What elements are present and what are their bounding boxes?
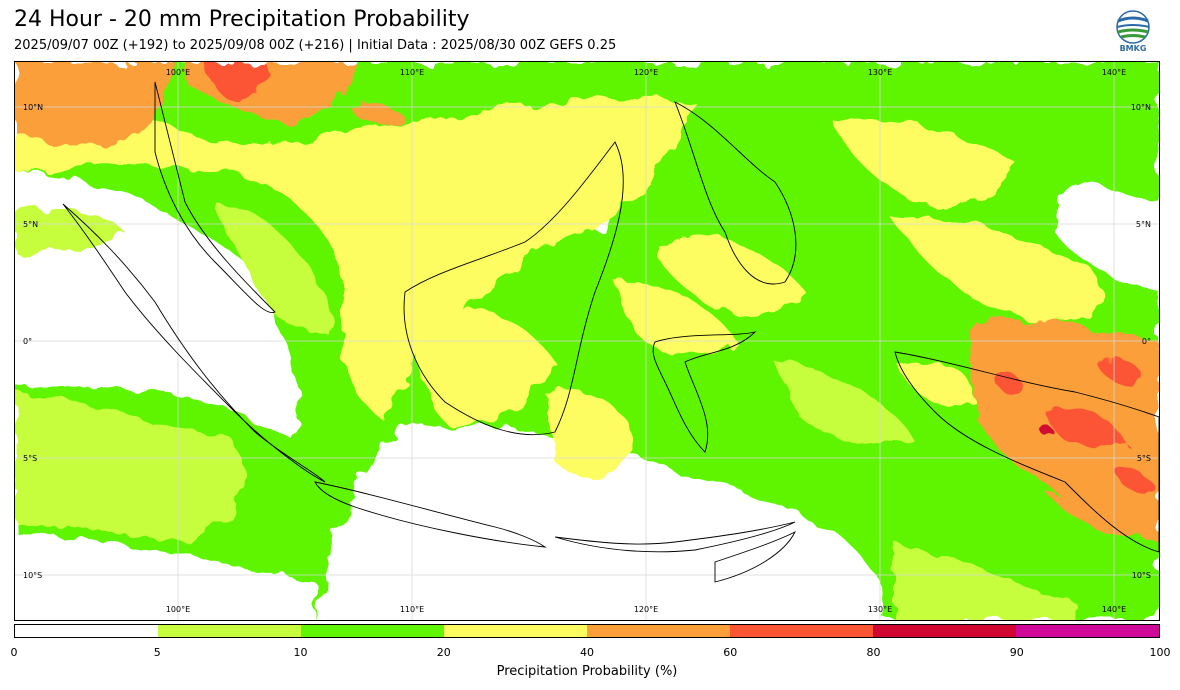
colorbar-title: Precipitation Probability (%) (496, 664, 678, 679)
bmkg-globe-icon (1116, 10, 1150, 44)
graticule (15, 62, 1159, 620)
colorbar-tick-label: 40 (580, 646, 594, 659)
colorbar-segment (730, 625, 873, 637)
lon-label-top: 140°E (1102, 68, 1126, 77)
nusa-tenggara-coast (554, 521, 796, 553)
colorbar-tick-label: 60 (723, 646, 738, 659)
lon-label-bottom: 140°E (1102, 605, 1126, 614)
timor-coast (714, 530, 797, 583)
colorbar-segment (15, 625, 158, 637)
colorbar (14, 624, 1160, 638)
lat-label-left: 5°S (23, 454, 37, 463)
logo-text: BMKG (1119, 44, 1147, 53)
lat-label-left: 5°N (23, 220, 38, 229)
colorbar-segment (873, 625, 1016, 637)
colorbar-segment (158, 625, 301, 637)
lat-label-right: 0° (1142, 337, 1151, 346)
lon-label-bottom: 110°E (400, 605, 424, 614)
sumatra-coast (62, 203, 326, 483)
lat-label-right: 5°N (1136, 220, 1151, 229)
lon-label-bottom: 120°E (634, 605, 658, 614)
lat-label-right: 5°S (1137, 454, 1151, 463)
lat-label-left: 10°N (23, 103, 43, 112)
colorbar-segment (587, 625, 730, 637)
colorbar-segment (444, 625, 587, 637)
precipitation-map: 100°E 110°E 120°E 130°E 140°E 100°E 110°… (14, 61, 1160, 621)
lat-label-right: 10°S (1132, 571, 1151, 580)
sulawesi-coast (652, 331, 757, 453)
lon-label-bottom: 100°E (166, 605, 190, 614)
bmkg-logo: BMKG (1114, 10, 1152, 56)
lon-label-top: 100°E (166, 68, 190, 77)
lon-label-top: 130°E (868, 68, 892, 77)
colorbar-tick-label: 100 (1149, 646, 1171, 659)
new-guinea-coast (894, 351, 1159, 553)
map-subtitle: 2025/09/07 00Z (+192) to 2025/09/08 00Z … (14, 38, 617, 53)
lon-label-top: 120°E (634, 68, 658, 77)
colorbar-tick-label: 5 (153, 646, 161, 659)
lon-label-bottom: 130°E (868, 605, 892, 614)
borneo-coast (403, 141, 624, 436)
lon-label-top: 110°E (400, 68, 424, 77)
colorbar-tick-label: 10 (293, 646, 308, 659)
top-lon-labels: 100°E 110°E 120°E 130°E 140°E (166, 68, 1126, 77)
colorbar-tick-label: 90 (1009, 646, 1024, 659)
colorbar-tick-label: 20 (436, 646, 451, 659)
bottom-lon-labels: 100°E 110°E 120°E 130°E 140°E (166, 605, 1126, 614)
map-canvas: 100°E 110°E 120°E 130°E 140°E 100°E 110°… (15, 62, 1159, 620)
colorbar-tick-label: 0 (10, 646, 18, 659)
lat-label-left: 0° (23, 337, 32, 346)
map-title: 24 Hour - 20 mm Precipitation Probabilit… (14, 7, 470, 32)
colorbar-segment (301, 625, 444, 637)
malay-peninsula-coast (154, 81, 276, 314)
right-lat-labels: 10°N 5°N 0° 5°S 10°S (1131, 103, 1151, 580)
left-lat-labels: 10°N 5°N 0° 5°S 10°S (23, 103, 43, 580)
philippines-coast (674, 101, 797, 285)
colorbar-segment (1016, 625, 1159, 637)
java-coast (314, 481, 547, 548)
lat-label-right: 10°N (1131, 103, 1151, 112)
coastlines (62, 81, 1159, 583)
lat-label-left: 10°S (23, 571, 42, 580)
colorbar-tick-label: 80 (866, 646, 881, 659)
